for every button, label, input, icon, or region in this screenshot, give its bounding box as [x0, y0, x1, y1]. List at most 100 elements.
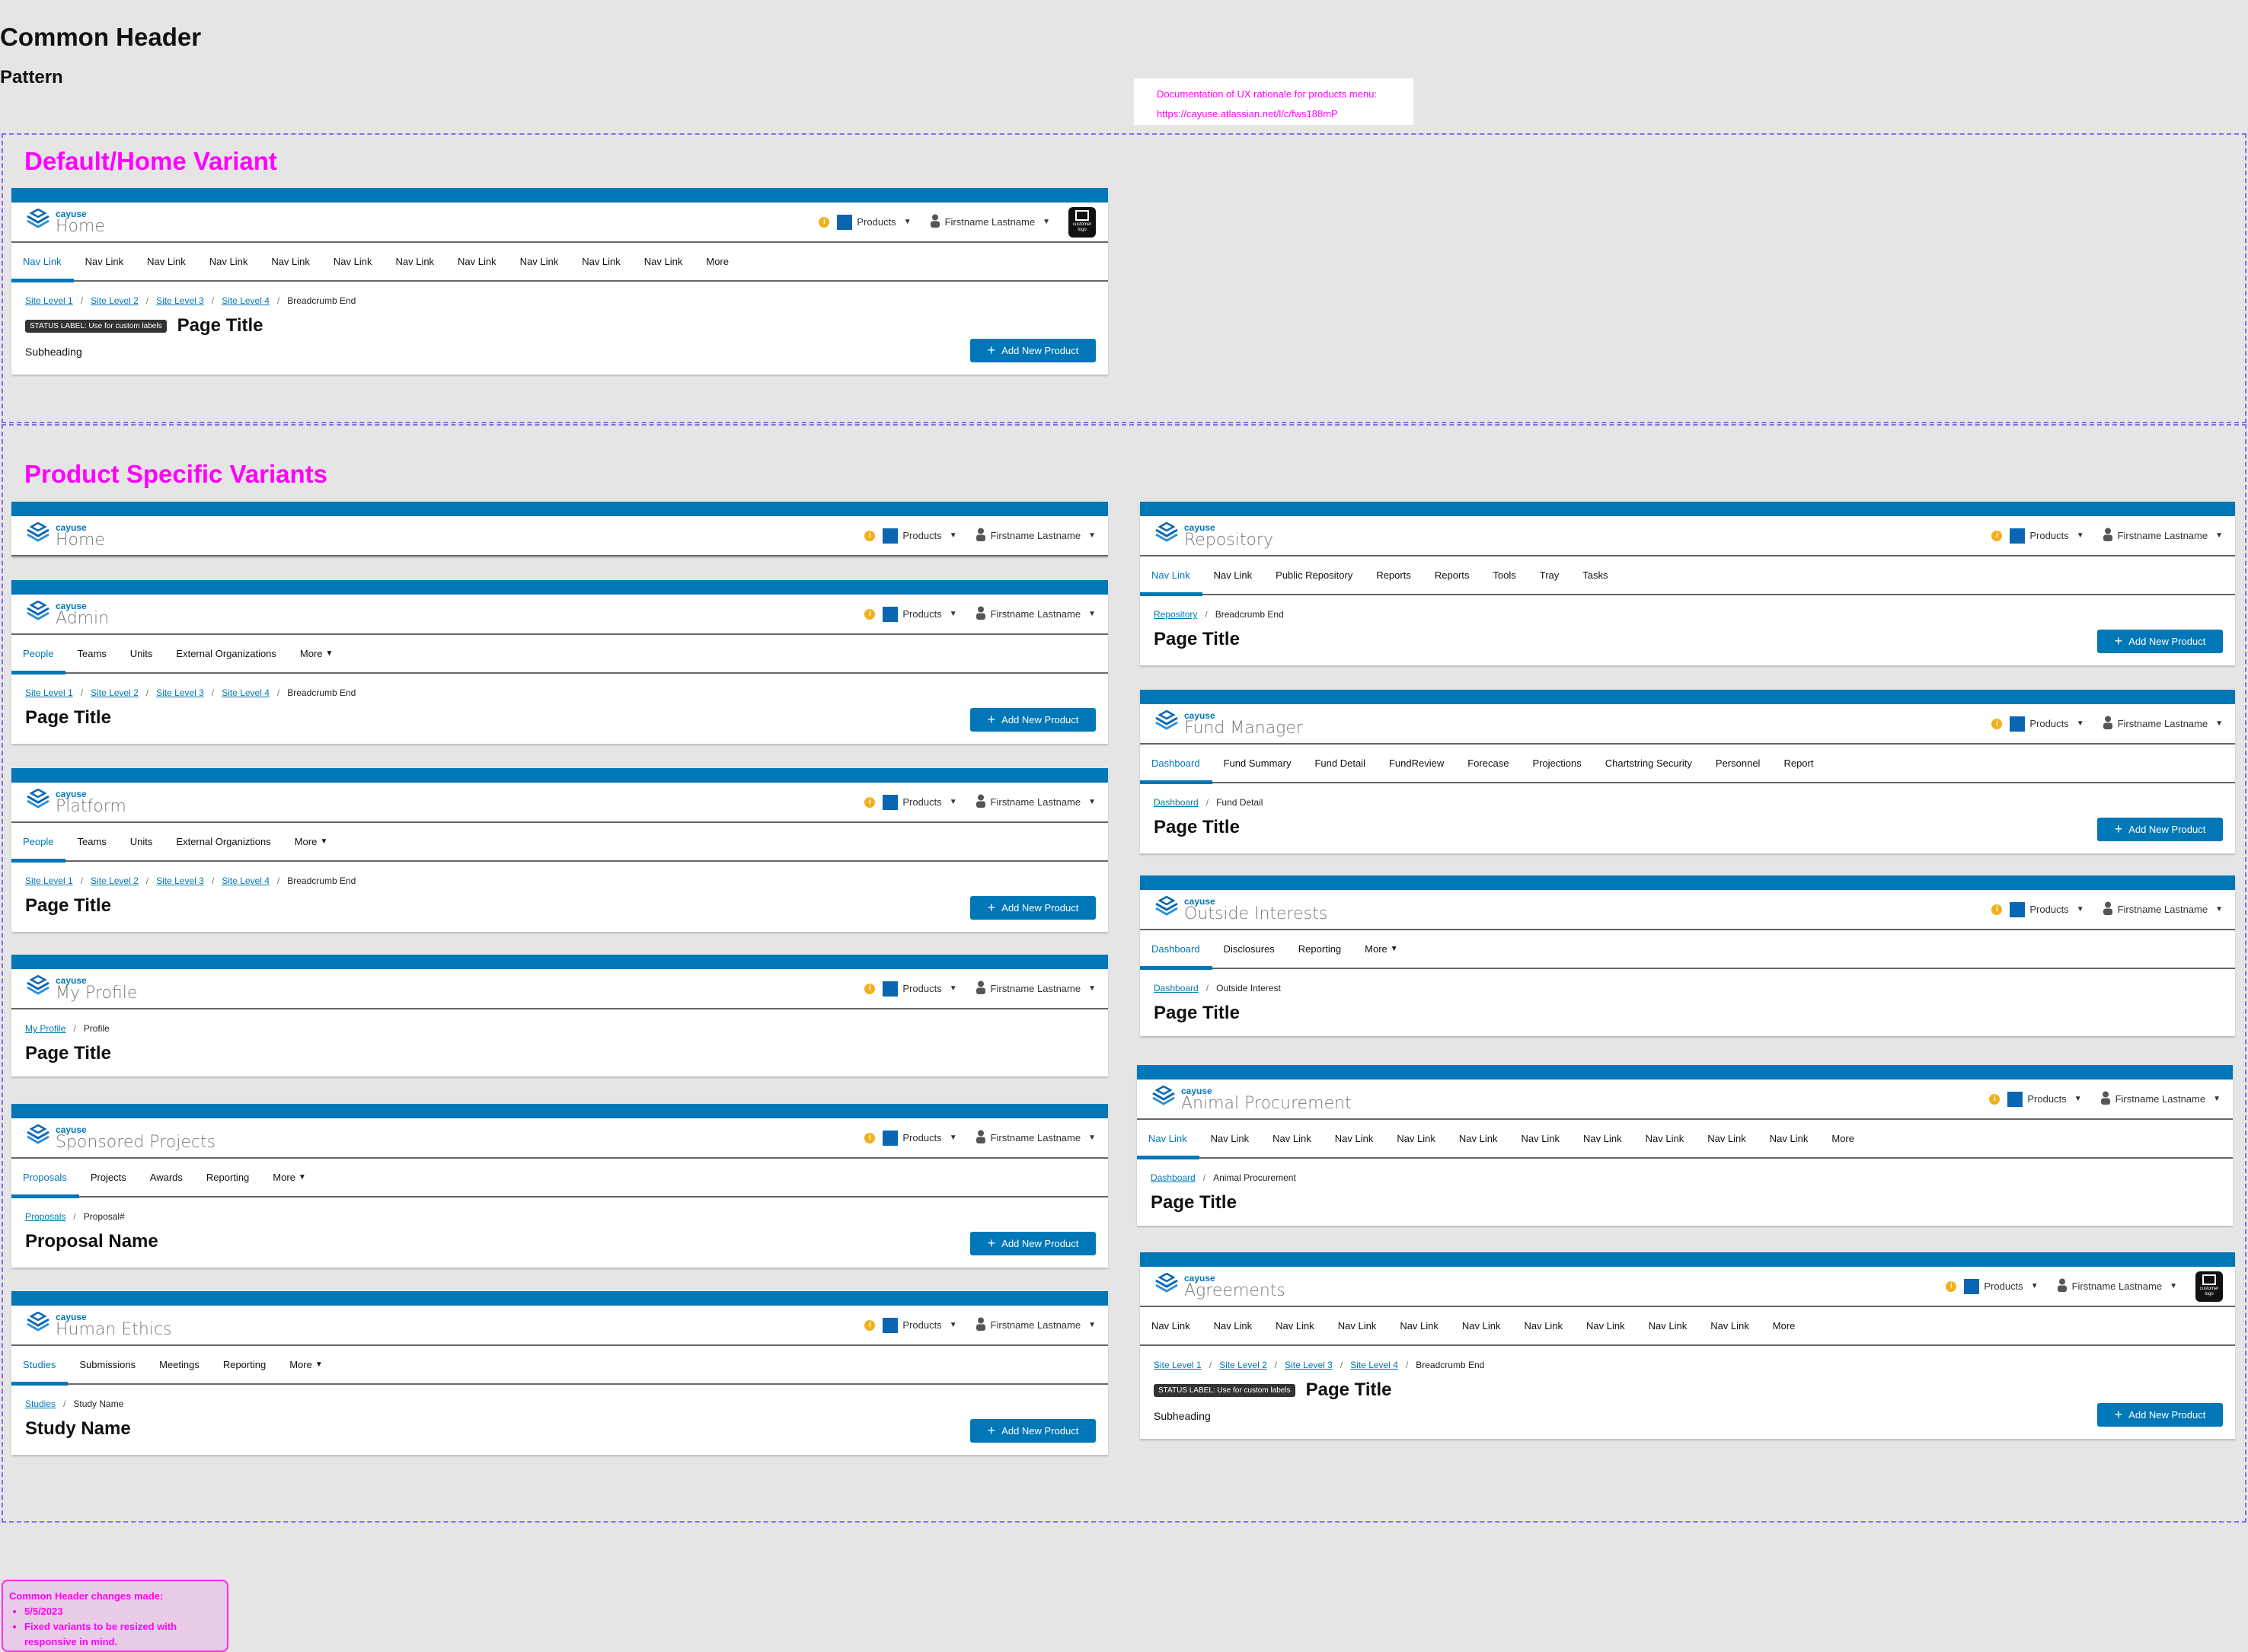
products-menu[interactable]: Products ▼: [837, 214, 912, 230]
nav-link[interactable]: Nav Link: [1521, 1133, 1560, 1144]
product-logo[interactable]: cayuse Home: [25, 208, 105, 235]
nav-link[interactable]: Nav Link: [1710, 1320, 1749, 1331]
products-menu[interactable]: Products ▼: [2010, 528, 2084, 544]
products-menu[interactable]: Products ▼: [883, 794, 957, 810]
info-icon[interactable]: i: [1991, 718, 2003, 729]
nav-link[interactable]: Submissions: [79, 1359, 136, 1370]
nav-link[interactable]: Proposals: [11, 1158, 79, 1198]
nav-link[interactable]: Nav Link: [1210, 1133, 1250, 1144]
nav-link[interactable]: Disclosures: [1223, 943, 1275, 955]
nav-link[interactable]: Nav Link: [11, 242, 74, 282]
nav-link[interactable]: Dashboard: [1140, 930, 1212, 970]
breadcrumb-link[interactable]: Dashboard: [1154, 983, 1199, 993]
add-new-product-button[interactable]: + Add New Product: [970, 708, 1096, 732]
user-menu[interactable]: Firstname Lastname ▼: [2103, 716, 2223, 732]
product-logo[interactable]: cayuse Fund Manager: [1154, 710, 1303, 737]
nav-link[interactable]: Tray: [1539, 569, 1560, 581]
nav-link[interactable]: People: [11, 822, 67, 863]
product-logo[interactable]: cayuse Home: [25, 521, 105, 549]
user-menu[interactable]: Firstname Lastname ▼: [976, 1317, 1096, 1333]
nav-link[interactable]: Nav Link: [1461, 1320, 1501, 1331]
user-menu[interactable]: Firstname Lastname ▼: [976, 794, 1096, 810]
breadcrumb-link[interactable]: Proposals: [25, 1211, 66, 1222]
nav-link[interactable]: Nav Link: [1648, 1320, 1688, 1331]
product-logo[interactable]: cayuse Outside Interests: [1154, 895, 1327, 923]
breadcrumb-link[interactable]: Site Level 3: [1285, 1360, 1333, 1370]
breadcrumb-link[interactable]: Site Level 2: [1219, 1360, 1267, 1370]
info-icon[interactable]: i: [864, 983, 876, 994]
breadcrumb-link[interactable]: Repository: [1154, 609, 1198, 620]
nav-link[interactable]: Nav Link: [582, 256, 621, 267]
nav-link[interactable]: Nav Link: [1400, 1320, 1439, 1331]
nav-link[interactable]: Nav Link: [1583, 1133, 1622, 1144]
products-menu[interactable]: Products ▼: [883, 528, 957, 544]
info-icon[interactable]: i: [864, 530, 876, 541]
breadcrumb-link[interactable]: Site Level 1: [1154, 1360, 1202, 1370]
nav-link[interactable]: Forecase: [1467, 757, 1509, 769]
nav-link[interactable]: More: [1831, 1133, 1854, 1144]
add-new-product-button[interactable]: + Add New Product: [2097, 1403, 2223, 1427]
nav-link[interactable]: Nav Link: [271, 256, 310, 267]
nav-link[interactable]: Nav Link: [1645, 1133, 1684, 1144]
nav-link[interactable]: Nav Link: [1276, 1320, 1314, 1331]
nav-link[interactable]: Projections: [1532, 757, 1582, 769]
nav-link[interactable]: People: [11, 634, 67, 675]
products-menu[interactable]: Products ▼: [883, 1130, 957, 1146]
breadcrumb-link[interactable]: Site Level 2: [91, 295, 139, 306]
breadcrumb-link[interactable]: Site Level 1: [25, 687, 73, 698]
user-menu[interactable]: Firstname Lastname ▼: [976, 981, 1096, 997]
breadcrumb-link[interactable]: Site Level 2: [91, 875, 139, 886]
nav-link[interactable]: Nav Link: [1213, 1320, 1253, 1331]
nav-link[interactable]: Nav Link: [333, 256, 372, 267]
nav-more[interactable]: More: [289, 1359, 312, 1370]
user-menu[interactable]: Firstname Lastname ▼: [976, 1130, 1096, 1146]
breadcrumb-link[interactable]: Site Level 4: [222, 875, 270, 886]
info-icon[interactable]: i: [819, 216, 830, 228]
nav-more[interactable]: More: [294, 836, 318, 847]
product-logo[interactable]: cayuse Human Ethics: [25, 1311, 171, 1338]
nav-link[interactable]: Nav Link: [1586, 1320, 1625, 1331]
nav-link[interactable]: External Organizations: [176, 648, 276, 659]
product-logo[interactable]: cayuse Repository: [1154, 521, 1273, 549]
products-menu[interactable]: Products ▼: [883, 1317, 957, 1333]
nav-link[interactable]: More: [706, 256, 729, 267]
nav-link[interactable]: Nav Link: [85, 256, 124, 267]
nav-link[interactable]: Nav Link: [1137, 1119, 1199, 1159]
breadcrumb-link[interactable]: Dashboard: [1151, 1172, 1196, 1183]
user-menu[interactable]: Firstname Lastname ▼: [930, 214, 1050, 230]
add-new-product-button[interactable]: + Add New Product: [970, 1419, 1096, 1443]
product-logo[interactable]: cayuse Admin: [25, 600, 109, 627]
user-menu[interactable]: Firstname Lastname ▼: [976, 606, 1096, 622]
nav-link[interactable]: Nav Link: [519, 256, 559, 267]
breadcrumb-link[interactable]: Studies: [25, 1398, 56, 1409]
products-menu[interactable]: Products ▼: [883, 981, 957, 997]
breadcrumb-link[interactable]: Site Level 1: [25, 295, 73, 306]
user-menu[interactable]: Firstname Lastname ▼: [2103, 528, 2223, 544]
nav-link[interactable]: Nav Link: [1524, 1320, 1563, 1331]
nav-more[interactable]: More: [299, 648, 323, 659]
breadcrumb-link[interactable]: My Profile: [25, 1023, 66, 1034]
nav-link[interactable]: Nav Link: [147, 256, 186, 267]
product-logo[interactable]: cayuse Agreements: [1154, 1272, 1285, 1300]
products-menu[interactable]: Products ▼: [2010, 716, 2084, 732]
products-menu[interactable]: Products ▼: [2010, 901, 2084, 917]
nav-link[interactable]: Nav Link: [1458, 1133, 1498, 1144]
add-new-product-button[interactable]: + Add New Product: [970, 896, 1096, 920]
nav-link[interactable]: Nav Link: [458, 256, 497, 267]
breadcrumb-link[interactable]: Site Level 1: [25, 875, 73, 886]
info-icon[interactable]: i: [1991, 530, 2003, 541]
user-menu[interactable]: Firstname Lastname ▼: [2103, 901, 2223, 917]
product-logo[interactable]: cayuse Animal Procurement: [1151, 1085, 1352, 1112]
breadcrumb-link[interactable]: Site Level 4: [222, 295, 270, 306]
nav-link[interactable]: Nav Link: [1397, 1133, 1435, 1144]
add-new-product-button[interactable]: + Add New Product: [970, 339, 1096, 362]
user-menu[interactable]: Firstname Lastname ▼: [976, 528, 1096, 544]
breadcrumb-link[interactable]: Site Level 3: [156, 687, 204, 698]
products-menu[interactable]: Products ▼: [883, 606, 957, 622]
nav-link[interactable]: Nav Link: [1213, 569, 1253, 581]
nav-link[interactable]: Nav Link: [1337, 1320, 1377, 1331]
breadcrumb-link[interactable]: Site Level 2: [91, 687, 139, 698]
product-logo[interactable]: cayuse Platform: [25, 788, 126, 815]
nav-link[interactable]: Nav Link: [1334, 1133, 1374, 1144]
info-icon[interactable]: i: [1991, 904, 2003, 915]
